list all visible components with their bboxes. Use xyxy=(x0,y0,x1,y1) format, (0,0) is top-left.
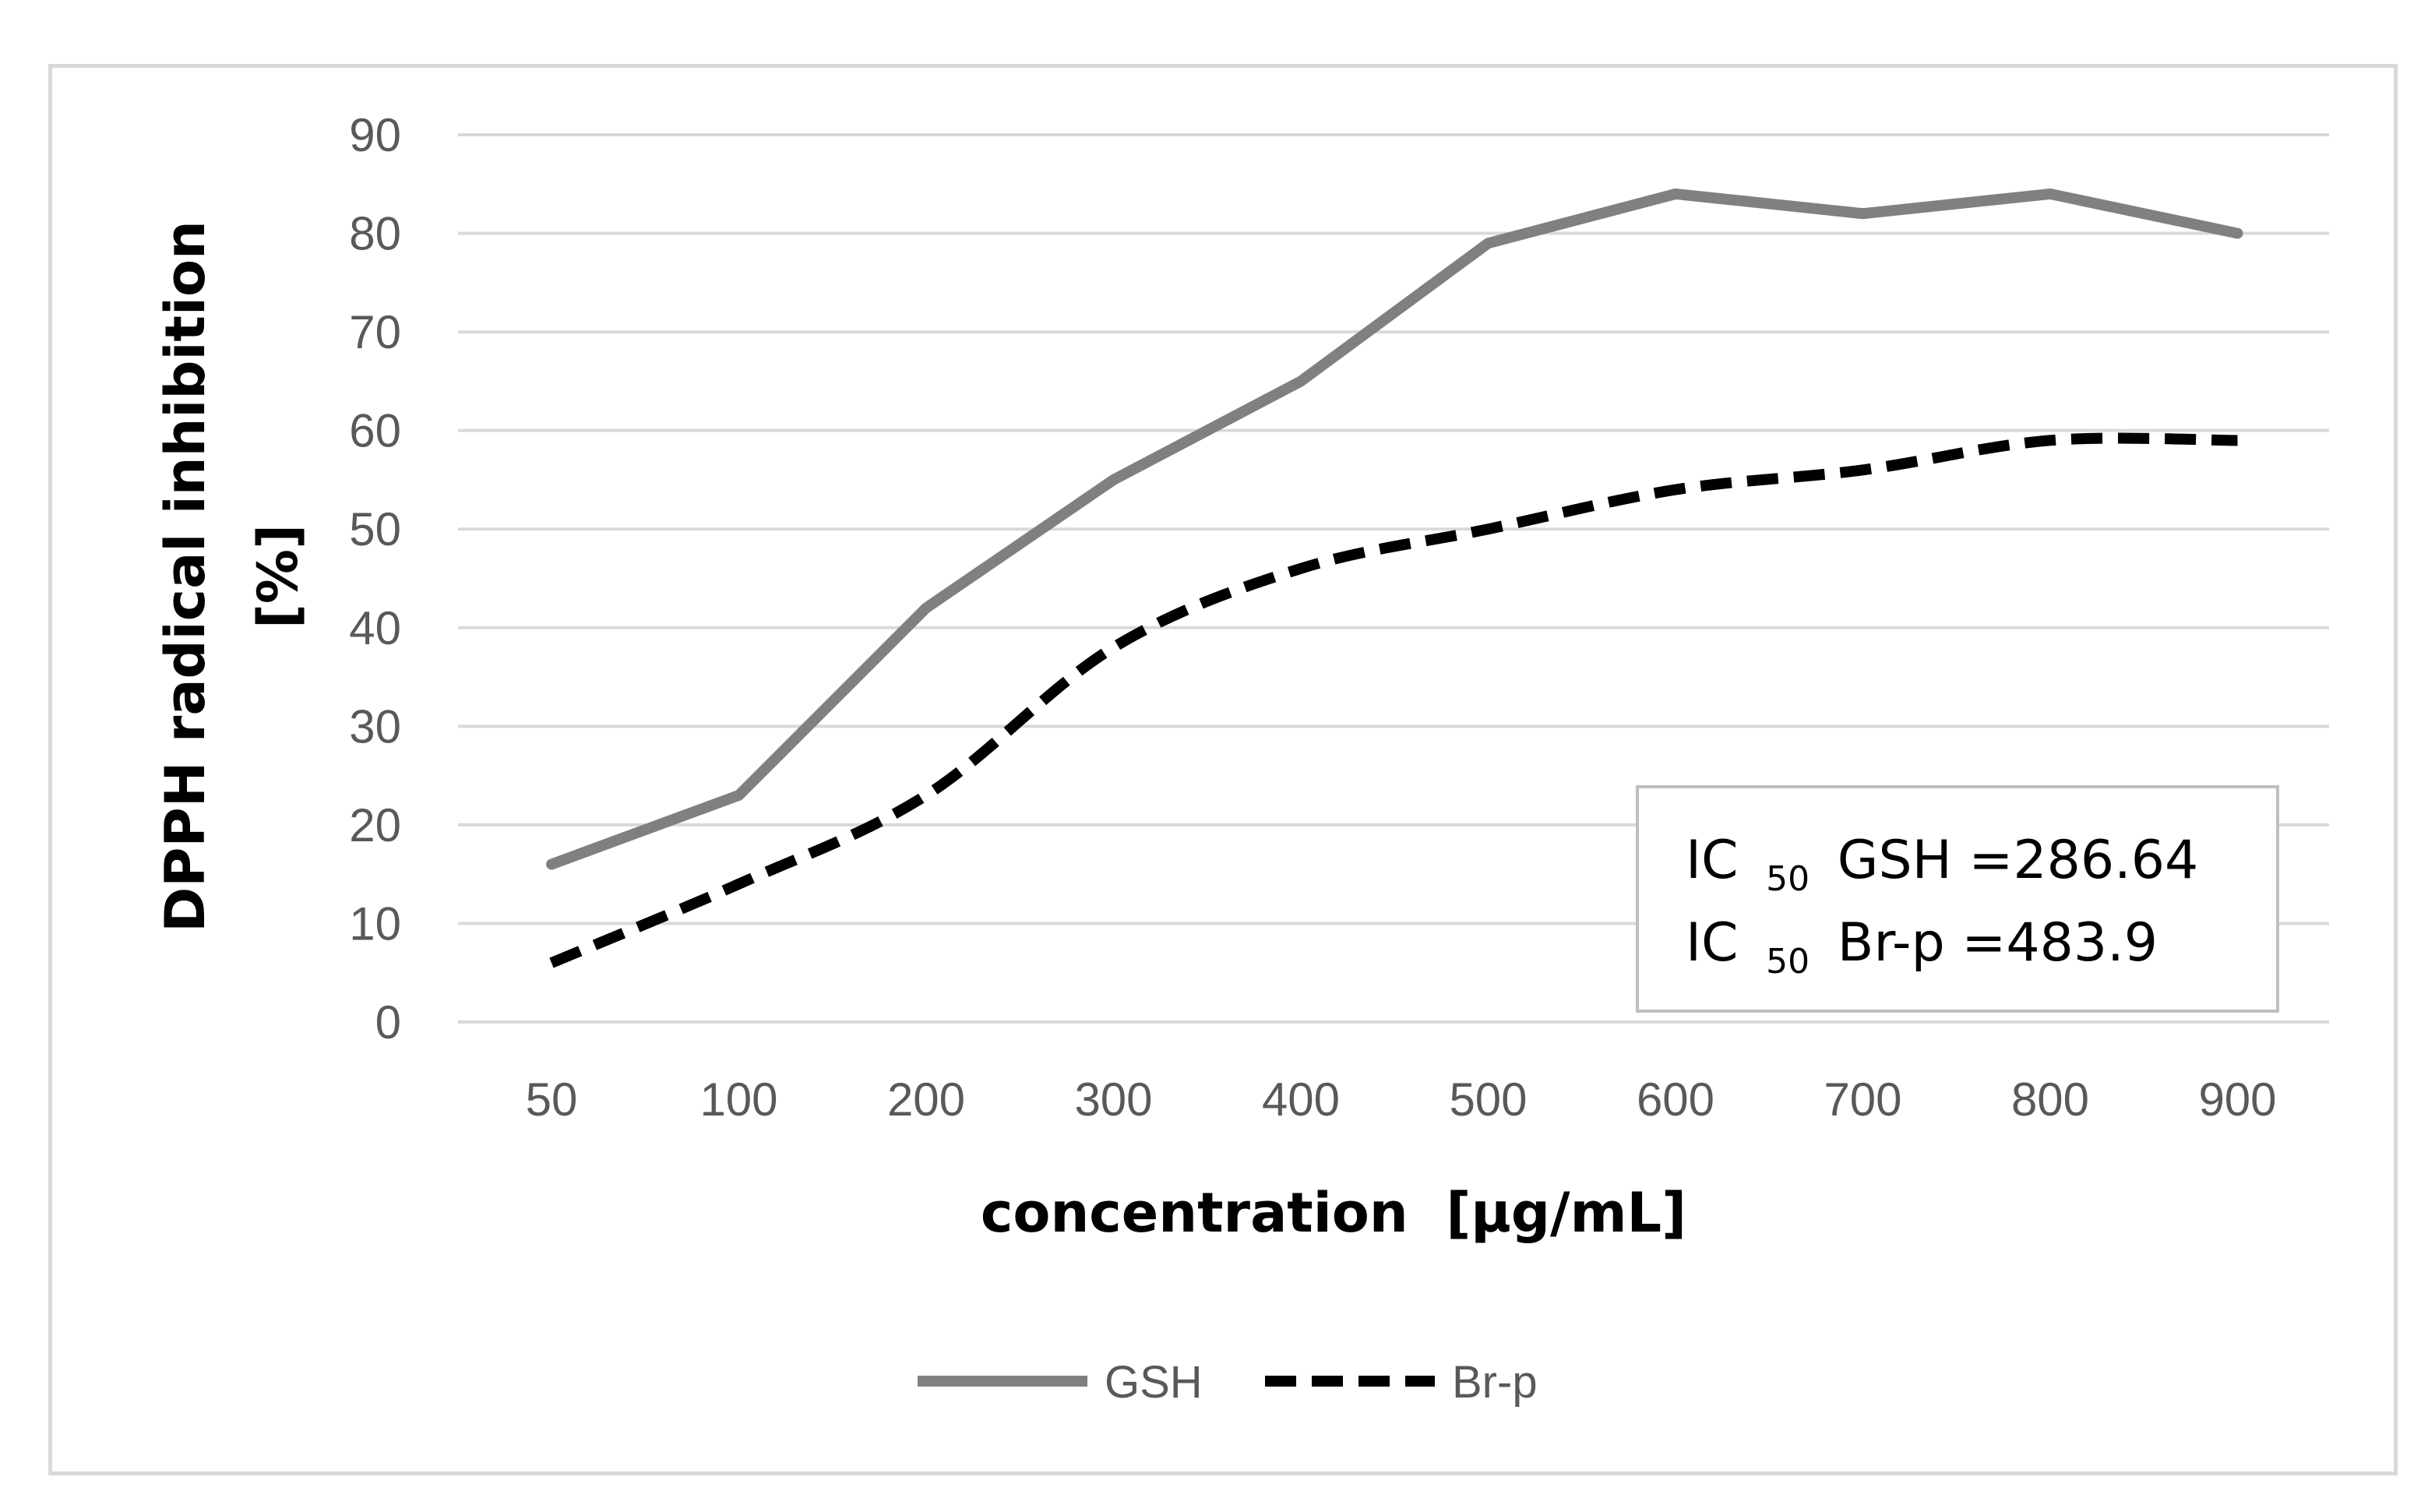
y-tick-label: 0 xyxy=(375,996,401,1049)
ic-value-gsh: GSH =286.64 xyxy=(1838,830,2199,891)
ic-label: IC xyxy=(1686,912,1739,974)
x-tick-label: 100 xyxy=(699,1073,777,1126)
y-tick-label: 80 xyxy=(349,208,401,260)
x-tick-label: 200 xyxy=(887,1073,965,1126)
y-axis-title-line-2: [%] xyxy=(246,524,310,629)
ic-label: IC xyxy=(1686,830,1739,891)
x-tick-label: 600 xyxy=(1637,1073,1714,1126)
y-tick-label: 30 xyxy=(349,700,401,752)
y-tick-label: 90 xyxy=(349,109,401,161)
legend-label-brp: Br-p xyxy=(1452,1357,1538,1408)
gridlines xyxy=(458,133,2329,1024)
x-tick-label: 50 xyxy=(526,1073,578,1126)
ic-subscript: 50 xyxy=(1766,859,1810,899)
x-tick-label: 700 xyxy=(1824,1073,1901,1126)
series-line-gsh xyxy=(546,188,2243,870)
chart-frame xyxy=(48,64,2398,1475)
x-axis-title: concentration [µg/mL] xyxy=(981,1181,1686,1245)
y-tick-label: 50 xyxy=(349,503,401,555)
ic-subscript: 50 xyxy=(1766,942,1810,982)
y-tick-label: 60 xyxy=(349,405,401,457)
y-axis-title-line-1: DPPH radical inhibition xyxy=(153,220,217,932)
x-tick-label: 800 xyxy=(2011,1073,2089,1126)
y-tick-label: 20 xyxy=(349,799,401,851)
x-tick-label: 500 xyxy=(1449,1073,1527,1126)
y-tick-label: 70 xyxy=(349,306,401,358)
legend: GSH Br-p xyxy=(918,1357,1538,1408)
x-tick-label: 400 xyxy=(1262,1073,1340,1126)
ic50-annotation-box: IC 50 GSH =286.64 IC 50 Br-p =483.9 xyxy=(1636,785,2279,1013)
annotation-border xyxy=(1636,785,2279,1013)
y-tick-labels: 0 10 20 30 40 50 60 70 80 90 xyxy=(349,109,401,1049)
y-tick-label: 40 xyxy=(349,602,401,654)
x-tick-label: 300 xyxy=(1074,1073,1152,1126)
series-lines xyxy=(546,188,2243,968)
y-tick-label: 10 xyxy=(349,897,401,950)
legend-label-gsh: GSH xyxy=(1105,1357,1203,1408)
series-line-br-p xyxy=(549,432,2238,968)
annotation-line-brp: IC 50 Br-p =483.9 xyxy=(1686,912,2158,986)
x-tick-label: 900 xyxy=(2198,1073,2276,1126)
annotation-line-gsh: IC 50 GSH =286.64 xyxy=(1686,830,2198,904)
ic-value-brp: Br-p =483.9 xyxy=(1838,912,2158,974)
x-tick-labels: 50 100 200 300 400 500 600 700 800 900 xyxy=(526,1073,2277,1126)
